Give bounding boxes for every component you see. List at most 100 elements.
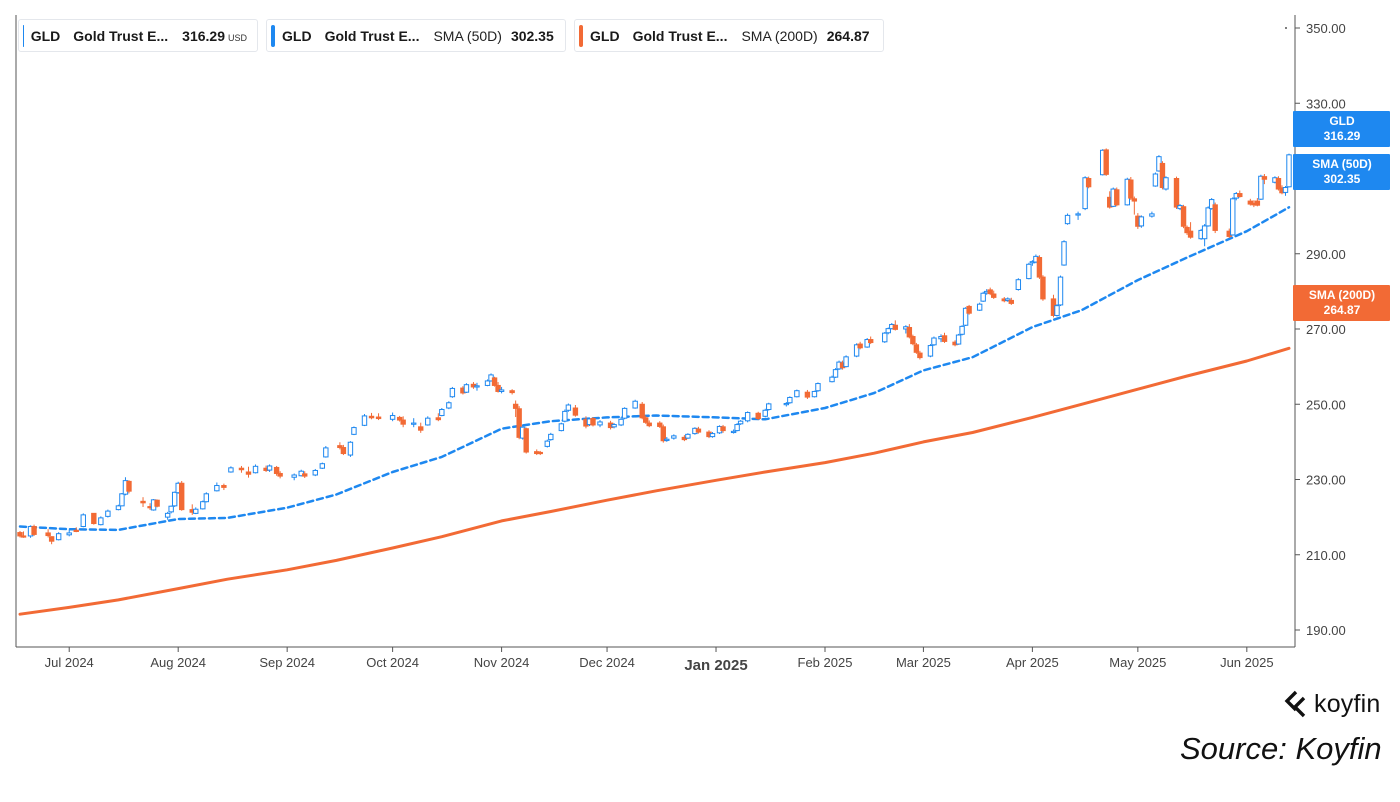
x-tick-label: Sep 2024: [259, 655, 315, 670]
candle: [1085, 176, 1092, 189]
candle: [368, 412, 375, 420]
candle-body: [804, 391, 811, 398]
candle: [762, 408, 768, 418]
candle-body: [962, 307, 969, 326]
candle: [962, 307, 969, 326]
candle-body: [1005, 298, 1011, 301]
candle-body: [463, 384, 470, 393]
candle-body: [1184, 226, 1190, 234]
candle-body: [537, 451, 543, 455]
x-tick-label: May 2025: [1109, 655, 1166, 670]
price-tag-box: [1293, 111, 1390, 147]
candle: [1275, 176, 1282, 191]
candle: [1187, 222, 1194, 239]
candle: [643, 415, 649, 424]
candle-body: [179, 482, 185, 511]
candle-body: [991, 293, 997, 298]
candle-body: [119, 493, 125, 507]
candle: [484, 379, 491, 387]
candle: [1282, 186, 1289, 196]
y-tick-label: 230.00: [1306, 473, 1346, 488]
candle: [927, 344, 934, 358]
candle: [537, 450, 543, 456]
candle-body: [664, 438, 670, 441]
legend-indicator: SMA (200D): [741, 27, 818, 44]
candle: [1008, 297, 1014, 305]
candle-body: [755, 412, 761, 420]
legend-sma-200[interactable]: GLD Gold Trust E... SMA (200D) 264.87: [574, 19, 884, 52]
candle: [597, 420, 603, 428]
candle-body: [621, 407, 628, 419]
x-tick-label: Jul 2024: [45, 655, 94, 670]
candle: [439, 408, 445, 417]
candle-body: [892, 324, 898, 330]
candle-body: [544, 440, 550, 447]
candlestick-chart[interactable]: 190.00210.00230.00250.00270.00290.00310.…: [0, 0, 1400, 690]
candle: [1163, 176, 1169, 191]
candle-body: [646, 422, 652, 427]
price-tag-label: SMA (200D): [1309, 288, 1375, 302]
candle: [238, 465, 245, 473]
candle-body: [1131, 198, 1138, 202]
candle: [1128, 176, 1134, 200]
candle-body: [73, 529, 79, 532]
candle: [203, 492, 210, 503]
y-tick-label: 270.00: [1306, 322, 1346, 337]
candle-body: [709, 433, 716, 438]
candle-body: [228, 467, 234, 473]
candle: [245, 466, 252, 478]
candle: [639, 401, 645, 420]
candle-body: [639, 403, 645, 419]
candle-body: [368, 415, 375, 419]
x-tick-label: Nov 2024: [474, 655, 530, 670]
candle: [1040, 275, 1046, 301]
candle: [171, 491, 178, 507]
candle: [720, 424, 726, 433]
candle: [509, 389, 515, 395]
candle-body: [20, 535, 27, 538]
candle: [804, 389, 811, 399]
candle-body: [976, 303, 983, 311]
candle: [17, 531, 23, 538]
candle-body: [730, 430, 737, 434]
candle: [867, 336, 874, 345]
candle: [1075, 211, 1081, 220]
candle: [512, 400, 519, 418]
candle-body: [1128, 179, 1134, 199]
price-tag-value: 302.35: [1324, 172, 1361, 186]
candle: [495, 382, 501, 393]
candle-body: [396, 416, 403, 421]
legend-swatch: [271, 24, 275, 47]
candle-body: [1205, 207, 1211, 227]
candle-body: [906, 326, 913, 338]
candle-body: [597, 421, 603, 426]
candle-body: [643, 417, 649, 423]
candle-body: [980, 292, 986, 302]
candle: [685, 433, 691, 439]
candle: [1247, 198, 1254, 206]
candle: [734, 423, 740, 432]
candle-body: [509, 390, 515, 394]
candle-body: [266, 465, 273, 471]
candle-body: [48, 536, 55, 542]
legend-gld-price[interactable]: GLD Gold Trust E... 316.29 USD: [18, 19, 258, 52]
candle: [885, 327, 891, 335]
candle-body: [347, 441, 354, 456]
candle-body: [572, 407, 579, 416]
candle-body: [418, 426, 424, 431]
candle: [1212, 202, 1218, 234]
candle: [829, 375, 835, 383]
legend-swatch: [579, 24, 583, 47]
legend-sma-50[interactable]: GLD Gold Trust E... SMA (50D) 302.35: [266, 19, 566, 52]
candle: [474, 382, 480, 391]
candle: [164, 511, 171, 520]
candle: [523, 427, 529, 454]
candle: [435, 413, 442, 422]
candle-body: [783, 402, 790, 406]
y-tick-label: 350.00: [1306, 21, 1346, 36]
candle-body: [657, 422, 663, 427]
candle-body: [498, 389, 505, 392]
candle-body: [252, 465, 259, 474]
candle-body: [1282, 187, 1289, 193]
